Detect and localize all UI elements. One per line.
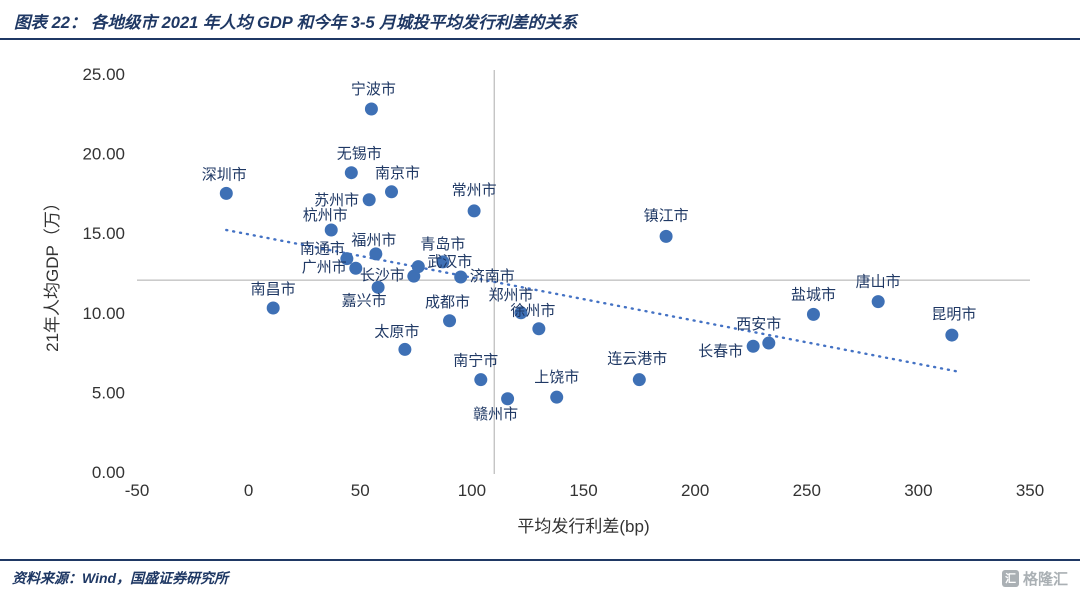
data-point [266, 301, 280, 315]
city-label: 长沙市 [360, 267, 405, 284]
y-tick-label: 10.00 [82, 304, 125, 323]
city-label: 广州市 [302, 259, 347, 276]
city-label: 昆明市 [931, 306, 976, 323]
x-axis-title: 平均发行利差(bp) [517, 517, 649, 536]
data-point [454, 270, 468, 284]
city-label: 深圳市 [202, 166, 247, 183]
city-label: 西安市 [736, 316, 781, 333]
x-tick-label: 350 [1016, 481, 1044, 500]
data-point [344, 166, 358, 180]
data-point [746, 339, 760, 353]
data-point [371, 280, 385, 294]
data-point [632, 373, 646, 387]
data-point [871, 295, 885, 309]
city-label: 南京市 [375, 165, 420, 182]
data-point [945, 328, 959, 342]
x-tick-label: 50 [351, 481, 370, 500]
y-axis-title: 21年人均GDP（万） [43, 194, 62, 352]
chart-area: 深圳市 宁波市 无锡市 南京市 苏州市 杭州市 常州市 镇江市 南通市 福州市 青岛市 武汉市 广州市长… [0, 40, 1080, 550]
city-label: 盐城市 [791, 286, 836, 303]
city-label: 南通市 [300, 241, 345, 258]
data-point [532, 322, 546, 336]
data-point [362, 193, 376, 207]
x-tick-label: 300 [904, 481, 932, 500]
data-point [219, 186, 233, 200]
trend-line [225, 228, 960, 373]
figure-header: 图表 22： 各地级市 2021 年人均 GDP 和今年 3-5 月城投平均发行… [0, 0, 1080, 40]
scatter-plot: 深圳市宁波市无锡市南京市苏州市杭州市常州市镇江市南通市福州市 青岛市武汉市广州市长… [43, 65, 1044, 536]
city-label: 杭州市 [303, 207, 348, 224]
x-tick-label: 250 [793, 481, 821, 500]
data-point [324, 223, 338, 237]
city-label: 宁波市 [351, 81, 396, 98]
city-label: 镇江市 [644, 207, 689, 224]
figure-footer: 资料来源：Wind，国盛证券研究所 汇 格隆汇 [0, 559, 1080, 595]
city-label: 苏州市 [314, 192, 359, 209]
city-label: 常州市 [452, 182, 497, 199]
data-point [364, 102, 378, 116]
x-tick-label: 200 [681, 481, 709, 500]
data-point [806, 307, 820, 321]
y-tick-label: 15.00 [82, 224, 125, 243]
data-point [340, 252, 354, 266]
y-tick-label: 5.00 [92, 383, 125, 402]
city-label: 青岛市 [420, 236, 465, 253]
city-label: 唐山市 [856, 274, 901, 291]
data-point [474, 373, 488, 387]
data-point [349, 261, 363, 275]
city-label: 南昌市 [251, 281, 296, 298]
data-point [369, 247, 383, 261]
y-tick-label: 25.00 [82, 65, 125, 84]
x-tick-label: 150 [569, 481, 597, 500]
x-tick-label: -50 [125, 481, 150, 500]
data-point [407, 269, 421, 283]
gelonghui-logo: 汇 格隆汇 [1001, 568, 1068, 589]
data-point [514, 306, 528, 320]
city-label: 武汉市 [427, 254, 472, 271]
city-label: 郑州市 [488, 287, 533, 304]
data-point [550, 390, 564, 404]
x-tick-label: 0 [244, 481, 253, 500]
figure-title: 图表 22： 各地级市 2021 年人均 GDP 和今年 3-5 月城投平均发行… [14, 14, 578, 32]
data-point [443, 314, 457, 328]
gelonghui-logo-icon: 汇 [1001, 569, 1019, 587]
data-point [762, 336, 776, 350]
data-point [436, 255, 450, 269]
data-point [398, 342, 412, 356]
data-point [385, 185, 399, 199]
gelonghui-logo-text: 格隆汇 [1022, 570, 1068, 588]
y-tick-label: 0.00 [92, 463, 125, 482]
data-point [467, 204, 481, 218]
y-tick-label: 20.00 [82, 145, 125, 164]
x-tick-label: 100 [458, 481, 486, 500]
city-label: 无锡市 [337, 146, 382, 163]
city-label: 赣州市 [473, 406, 518, 423]
data-point [659, 229, 673, 243]
city-label: 长春市 [698, 343, 743, 360]
data-point [501, 392, 515, 406]
city-label: 连云港市 [607, 351, 667, 368]
city-label: 上饶市 [534, 369, 579, 386]
city-label: 福州市 [351, 232, 396, 249]
city-label: 成都市 [425, 294, 470, 311]
city-label: 济南市 [470, 268, 515, 285]
source-note: 资料来源：Wind，国盛证券研究所 [12, 570, 229, 586]
city-label: 徐州市 [510, 303, 555, 320]
city-label: 太原市 [374, 323, 419, 340]
city-label: 嘉兴市 [342, 292, 387, 309]
city-label: 南宁市 [453, 353, 498, 370]
